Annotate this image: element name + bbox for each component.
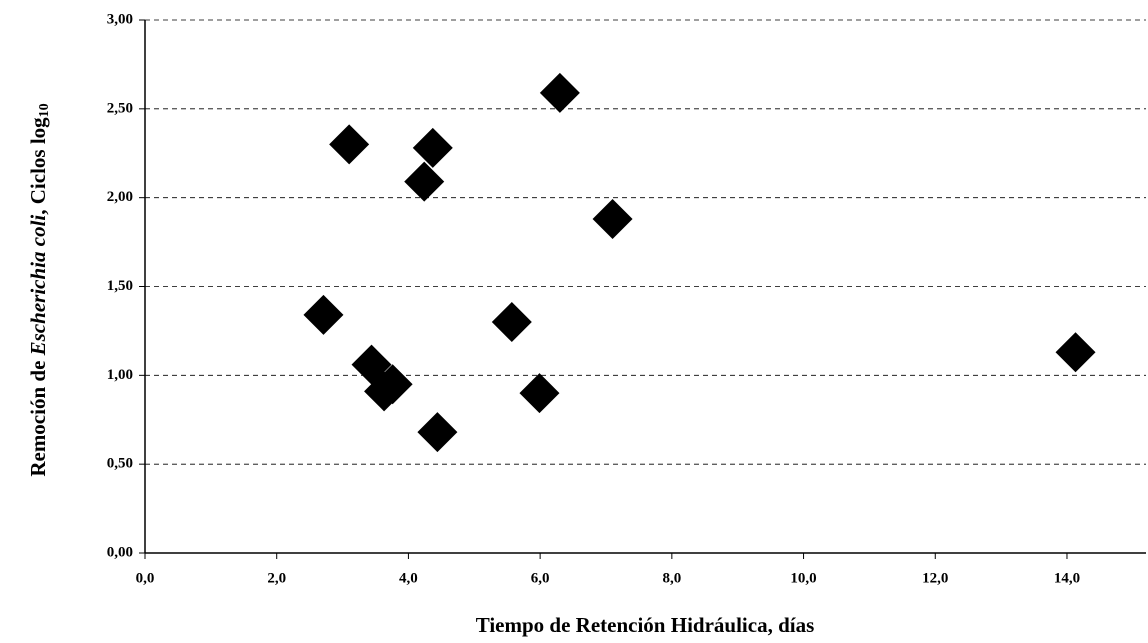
point (404, 161, 445, 202)
point (417, 412, 458, 453)
point (519, 373, 560, 414)
y-tick-label: 1,00 (107, 367, 133, 383)
point (329, 124, 370, 165)
y-title-part: , Ciclos log (26, 117, 50, 215)
x-axis-title: Tiempo de Retención Hidráulica, días (476, 613, 815, 637)
y-axis-title: Remoción de Escherichia coli, Ciclos log… (26, 103, 52, 476)
point (592, 198, 633, 239)
x-tick-label: 0,0 (136, 570, 155, 586)
y-title-part: Escherichia coli (26, 215, 50, 357)
point (491, 302, 532, 343)
x-tick-label: 12,0 (922, 570, 948, 586)
y-title-part: Remoción de (26, 355, 50, 476)
y-tick-label: 2,50 (107, 100, 133, 116)
point (539, 72, 580, 113)
y-title-part: 10 (37, 103, 52, 117)
x-tick-label: 14,0 (1054, 570, 1080, 586)
point (303, 294, 344, 335)
x-tick-label: 10,0 (790, 570, 816, 586)
y-tick-label: 3,00 (107, 11, 133, 27)
point (412, 127, 453, 168)
y-tick-label: 2,00 (107, 189, 133, 205)
x-tick-label: 2,0 (267, 570, 286, 586)
y-tick-label: 1,50 (107, 278, 133, 294)
x-tick-label: 4,0 (399, 570, 418, 586)
point (1055, 332, 1096, 373)
x-tick-label: 6,0 (531, 570, 550, 586)
y-tick-label: 0,50 (107, 456, 133, 472)
point (372, 364, 413, 405)
x-tick-label: 8,0 (662, 570, 681, 586)
y-tick-label: 0,00 (107, 544, 133, 560)
